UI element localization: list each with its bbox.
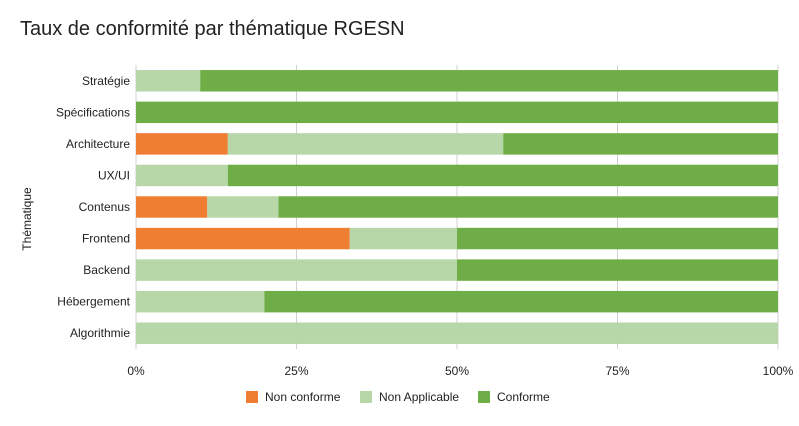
bar-segment: [227, 164, 778, 187]
bar-segment: [136, 70, 201, 92]
bar-segment: [278, 196, 778, 218]
chart-title: Taux de conformité par thématique RGESN: [20, 18, 405, 40]
bar-segment: [136, 322, 778, 344]
bar-segment: [503, 133, 778, 155]
legend-label: Non conforme: [265, 390, 341, 404]
y-axis-title: Thématique: [20, 187, 34, 251]
y-tick-label: Contenus: [79, 200, 130, 214]
bar-segment: [136, 227, 350, 250]
y-tick-label: Spécifications: [56, 105, 130, 119]
y-tick-label: Hébergement: [57, 295, 130, 309]
bar-segment: [136, 259, 457, 281]
bar-segment: [136, 133, 228, 155]
bar-segment: [207, 196, 279, 218]
y-tick-label: Architecture: [66, 137, 130, 151]
bar-segment: [349, 227, 457, 250]
x-tick-label: 100%: [763, 364, 794, 378]
bar-segment: [136, 164, 228, 187]
x-tick-label: 0%: [127, 364, 145, 378]
y-tick-label: Backend: [83, 263, 130, 277]
legend-label: Conforme: [497, 390, 550, 404]
bars: [136, 70, 778, 344]
legend-swatch: [246, 391, 258, 403]
bar-segment: [227, 133, 504, 155]
legend-label: Non Applicable: [379, 390, 459, 404]
legend: Non conforme Non Applicable Conforme: [246, 390, 550, 404]
y-tick-labels: Stratégie Spécifications Architecture UX/UI…: [56, 74, 131, 340]
bar-segment: [136, 196, 208, 218]
x-tick-labels: 0% 25% 50% 75% 100%: [127, 364, 793, 378]
bar-segment: [457, 259, 778, 281]
y-tick-label: Stratégie: [82, 74, 130, 88]
bar-segment: [200, 70, 778, 92]
y-tick-label: Algorithmie: [70, 326, 130, 340]
x-tick-label: 25%: [284, 364, 308, 378]
legend-swatch: [360, 391, 372, 403]
legend-swatch: [478, 391, 490, 403]
y-tick-label: Frontend: [82, 232, 130, 246]
bar-segment: [136, 290, 265, 313]
x-tick-label: 50%: [445, 364, 469, 378]
x-tick-label: 75%: [605, 364, 629, 378]
bar-segment: [136, 101, 778, 124]
bar-segment: [264, 290, 778, 313]
y-tick-label: UX/UI: [98, 168, 130, 182]
bar-segment: [457, 227, 778, 250]
